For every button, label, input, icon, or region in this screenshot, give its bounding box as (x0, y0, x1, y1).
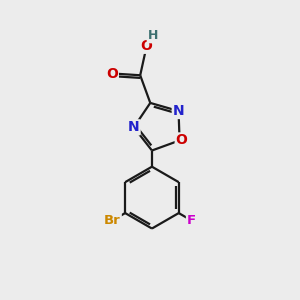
Text: O: O (106, 67, 118, 81)
Text: N: N (173, 104, 184, 118)
Text: N: N (128, 120, 140, 134)
Text: H: H (148, 29, 158, 42)
Text: O: O (140, 39, 152, 53)
Text: Br: Br (104, 214, 121, 227)
Text: O: O (176, 134, 188, 147)
Text: F: F (187, 214, 196, 227)
